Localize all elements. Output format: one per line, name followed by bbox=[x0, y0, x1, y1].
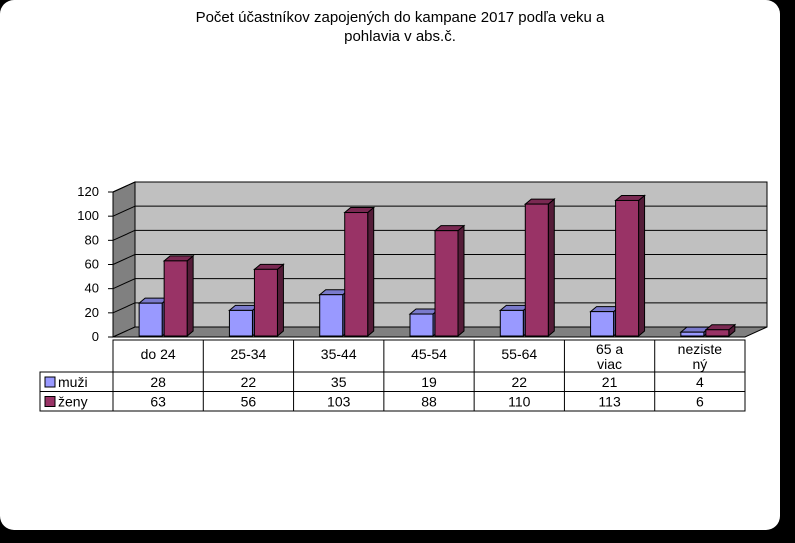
bar-ženy-3 bbox=[433, 224, 466, 338]
table-series-row bbox=[39, 371, 746, 392]
bar-ženy-4 bbox=[523, 198, 556, 338]
y-tick-label: 20 bbox=[85, 305, 99, 320]
category-label: 65 a bbox=[596, 341, 623, 357]
category-label: 45-54 bbox=[411, 346, 447, 362]
data-label-ženy: 110 bbox=[508, 394, 531, 410]
data-label-muži: 22 bbox=[241, 374, 257, 390]
data-label-muži: 28 bbox=[150, 374, 166, 390]
data-label-muži: 4 bbox=[696, 374, 704, 390]
y-tick-label: 100 bbox=[77, 208, 99, 223]
legend-label-ženy: ženy bbox=[58, 394, 88, 410]
category-label: viac bbox=[597, 356, 622, 372]
data-label-muži: 35 bbox=[331, 374, 347, 390]
category-label: 35-44 bbox=[321, 346, 357, 362]
gridline-side bbox=[112, 181, 136, 193]
gridline-side bbox=[112, 302, 136, 314]
gridline-side bbox=[112, 205, 136, 217]
legend-key-muži bbox=[44, 376, 56, 388]
bar-ženy-2 bbox=[343, 206, 376, 338]
data-label-ženy: 6 bbox=[696, 394, 704, 410]
bar-ženy-0 bbox=[162, 254, 195, 338]
data-label-ženy: 63 bbox=[150, 394, 166, 410]
legend-label-muži: muži bbox=[58, 374, 88, 390]
data-label-muži: 22 bbox=[511, 374, 527, 390]
y-tick-label: 120 bbox=[77, 184, 99, 199]
category-label: ný bbox=[692, 356, 707, 372]
bar-ženy-5 bbox=[614, 194, 646, 338]
y-tick-label: 40 bbox=[85, 281, 99, 296]
bar-ženy-6 bbox=[704, 323, 737, 338]
data-label-muži: 19 bbox=[421, 374, 437, 390]
data-label-ženy: 56 bbox=[241, 394, 257, 410]
chart-title-line-2: pohlavia v abs.č. bbox=[344, 28, 456, 45]
data-label-ženy: 88 bbox=[421, 394, 437, 410]
gridline-side bbox=[112, 254, 136, 265]
category-label: 25-34 bbox=[231, 346, 267, 362]
y-tick-label: 0 bbox=[92, 329, 99, 344]
gridline-side bbox=[112, 278, 136, 290]
gridline-side bbox=[112, 229, 136, 241]
data-label-ženy: 103 bbox=[327, 394, 351, 410]
chart-title-line-1: Počet účastníkov zapojených do kampane 2… bbox=[195, 9, 605, 26]
category-label: 55-64 bbox=[501, 346, 537, 362]
category-label: do 24 bbox=[141, 346, 176, 362]
legend-key-ženy bbox=[44, 396, 56, 407]
chart-title: Počet účastníkov zapojených do kampane 2… bbox=[100, 8, 700, 46]
y-tick-label: 60 bbox=[85, 257, 99, 272]
bar-muži-6 bbox=[679, 326, 712, 338]
bar-ženy-1 bbox=[253, 263, 285, 338]
category-label: neziste bbox=[678, 341, 723, 357]
table-category-row bbox=[112, 339, 746, 373]
data-label-muži: 21 bbox=[602, 374, 618, 390]
y-tick-label: 80 bbox=[85, 232, 99, 247]
data-label-ženy: 113 bbox=[598, 394, 621, 410]
table-series-row bbox=[39, 391, 746, 412]
